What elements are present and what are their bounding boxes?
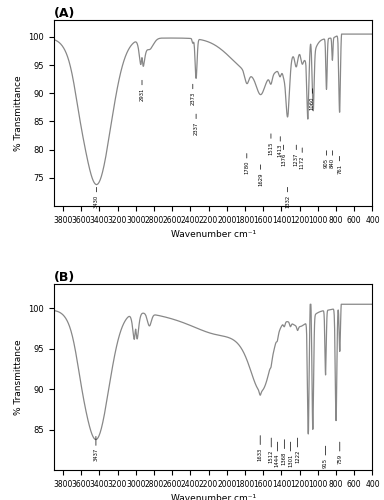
Text: 1060: 1060	[310, 96, 315, 110]
Text: 3430: 3430	[94, 194, 99, 208]
Text: 1376: 1376	[281, 152, 286, 166]
X-axis label: Wavenumber cm⁻¹: Wavenumber cm⁻¹	[170, 494, 256, 500]
Y-axis label: % Transmittance: % Transmittance	[14, 339, 23, 415]
Text: 915: 915	[323, 458, 328, 468]
Text: 3437: 3437	[93, 448, 98, 462]
Text: 2337: 2337	[194, 122, 199, 134]
Text: 1633: 1633	[258, 448, 263, 460]
Text: 1368: 1368	[282, 452, 287, 465]
Text: 1515: 1515	[268, 141, 273, 154]
Y-axis label: % Transmittance: % Transmittance	[14, 75, 23, 151]
Text: 2373: 2373	[190, 92, 195, 105]
Text: 759: 759	[337, 454, 342, 464]
Text: 1512: 1512	[269, 450, 274, 464]
Text: 1237: 1237	[294, 152, 299, 166]
Text: 840: 840	[330, 158, 335, 168]
Text: 905: 905	[324, 158, 329, 168]
Text: 1780: 1780	[244, 161, 249, 174]
Text: 1413: 1413	[278, 144, 283, 158]
Text: 1629: 1629	[258, 172, 263, 186]
Text: 1332: 1332	[285, 194, 290, 208]
Text: 761: 761	[337, 164, 342, 174]
Text: 1222: 1222	[295, 450, 300, 464]
Text: 2931: 2931	[139, 88, 144, 101]
Text: 1172: 1172	[300, 155, 305, 168]
Text: 1301: 1301	[288, 454, 293, 467]
Text: (A): (A)	[54, 7, 75, 20]
X-axis label: Wavenumber cm⁻¹: Wavenumber cm⁻¹	[170, 230, 256, 239]
Text: 1444: 1444	[275, 454, 280, 468]
Text: (B): (B)	[54, 271, 75, 284]
